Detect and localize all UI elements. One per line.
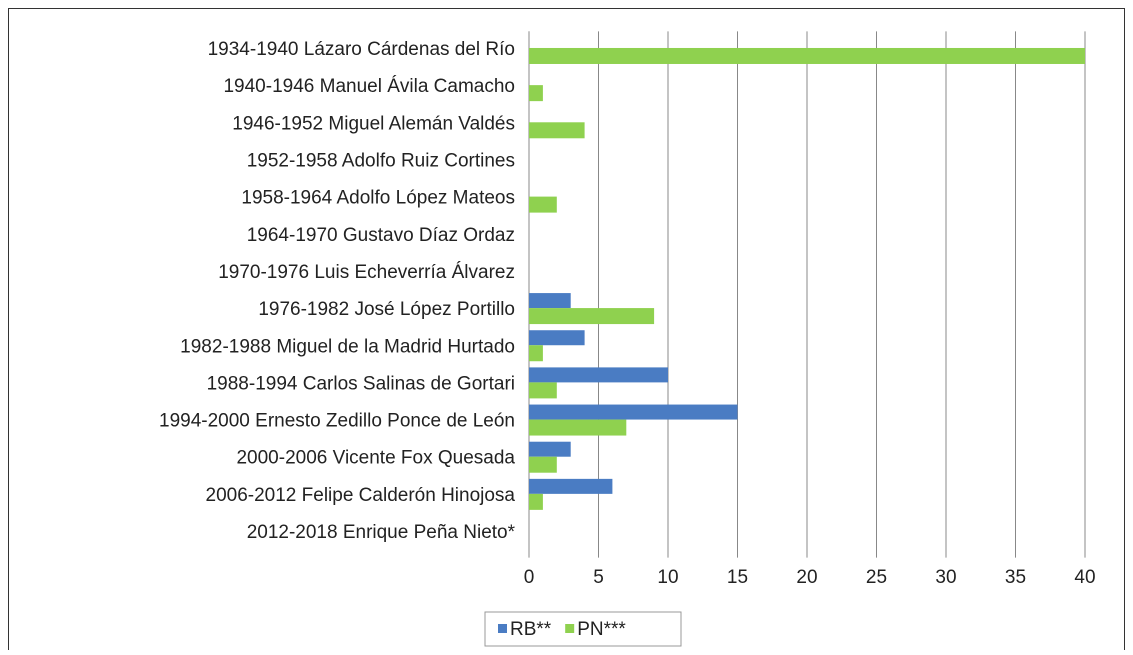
x-tick-label: 5 (593, 567, 604, 588)
bar (529, 345, 543, 362)
x-tick-label: 25 (866, 567, 887, 588)
x-tick-label: 40 (1074, 567, 1095, 588)
legend-swatch (498, 624, 507, 633)
bar (529, 47, 1085, 64)
bar (529, 196, 557, 213)
x-tick-label: 15 (727, 567, 748, 588)
y-tick-label: 2012-2018 Enrique Peña Nieto* (247, 522, 516, 543)
y-tick-label: 1946-1952 Miguel Alemán Valdés (232, 113, 515, 134)
y-tick-label: 1976-1982 José López Portillo (258, 299, 515, 320)
y-tick-label: 1964-1970 Gustavo Díaz Ordaz (247, 225, 515, 246)
y-tick-label: 1970-1976 Luis Echeverría Álvarez (218, 262, 515, 283)
y-tick-label: 2006-2012 Felipe Calderón Hinojosa (206, 485, 516, 506)
legend-box (484, 611, 682, 647)
bar (529, 85, 543, 102)
y-tick-label: 1958-1964 Adolfo López Mateos (241, 188, 515, 209)
frame (8, 8, 1125, 655)
bar (529, 367, 668, 383)
bar (529, 441, 571, 457)
y-tick-label: 1952-1958 Adolfo Ruiz Cortines (247, 150, 515, 171)
legend-label: PN*** (577, 619, 626, 640)
bar (529, 122, 585, 139)
bar (529, 456, 557, 473)
x-tick-label: 10 (657, 567, 678, 588)
legend-swatch (565, 624, 575, 633)
y-tick-label: 2000-2006 Vicente Fox Quesada (236, 448, 515, 469)
bar (529, 478, 613, 494)
bar (529, 382, 557, 399)
x-tick-label: 35 (1005, 567, 1026, 588)
bar (529, 308, 655, 325)
bar (529, 330, 585, 346)
legend-label: RB** (510, 619, 552, 640)
x-tick-label: 20 (796, 567, 817, 588)
y-tick-label: 1934-1940 Lázaro Cárdenas del Río (208, 39, 515, 60)
y-tick-label: 1940-1946 Manuel Ávila Camacho (223, 76, 515, 97)
y-tick-label: 1982-1988 Miguel de la Madrid Hurtado (180, 336, 515, 357)
x-tick-label: 30 (935, 567, 956, 588)
y-tick-label: 1994-2000 Ernesto Zedillo Ponce de León (159, 411, 515, 432)
x-tick-label: 0 (524, 567, 535, 588)
bar (529, 404, 738, 420)
bar (529, 293, 571, 309)
bar (529, 493, 543, 510)
y-tick-label: 1988-1994 Carlos Salinas de Gortari (207, 373, 515, 394)
bar (529, 419, 627, 436)
